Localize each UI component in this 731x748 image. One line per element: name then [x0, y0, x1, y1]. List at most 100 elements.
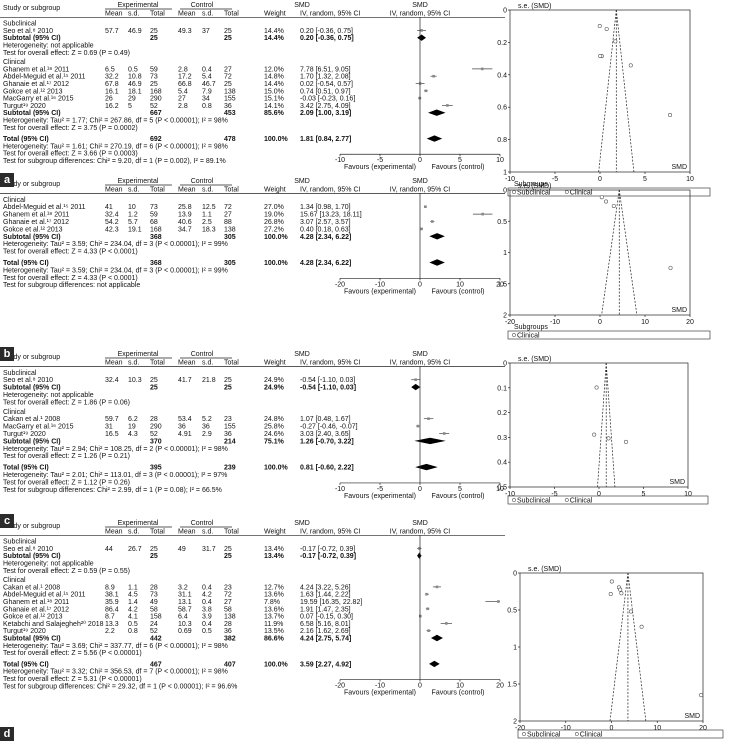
header-smd-right: SMD [412, 2, 428, 9]
subtotal-label: Subtotal (95% CI) [3, 553, 61, 560]
study-ctrl-total: 138 [224, 614, 236, 621]
study-ctrl-total: 88 [224, 219, 232, 226]
legend-item: Clinical [580, 732, 603, 739]
subtotal-ctrl-total: 305 [224, 234, 236, 241]
header-weight: Weight [264, 528, 286, 535]
funnel-x-tick-label: 10 [641, 319, 649, 326]
study-ctrl-mean: 25.8 [178, 204, 192, 211]
subgroup-note: Test for overall effect: Z = 1.26 (P = 0… [3, 453, 130, 460]
study-ci: 6.58 [5.16, 8.01] [300, 621, 351, 628]
study-label: Seo et al.⁸ 2010 [3, 546, 53, 553]
study-ctrl-total: 25 [224, 81, 232, 88]
study-ctrl-total: 36 [224, 431, 232, 438]
study-ctrl-mean: 34.7 [178, 226, 192, 233]
study-ctrl-mean: 13.9 [178, 212, 192, 219]
study-exp-mean: 54.2 [105, 219, 119, 226]
subgroup-title: Clinical [3, 59, 26, 66]
total-label: Total (95% CI) [3, 260, 49, 267]
total-exp-total: 467 [150, 661, 162, 668]
funnel-x-tick-label: 10 [686, 176, 694, 183]
funnel-legend-title: Subgroups [514, 324, 548, 331]
funnel-x-tick-label: 0 [598, 319, 602, 326]
header-smd-right: SMD [412, 520, 428, 527]
header-total: Total [224, 186, 239, 193]
study-label: MacGarry et al.¹⁶ 2015 [3, 96, 74, 103]
favours-right: Favours (control) [432, 164, 485, 171]
study-exp-sd: 4.5 [128, 592, 138, 599]
study-point-square [427, 629, 430, 632]
study-ctrl-total: 25 [224, 546, 232, 553]
forest-x-tick-label: -20 [335, 281, 345, 288]
funnel-x-tick-label: 0 [598, 176, 602, 183]
study-ctrl-mean: 2.8 [178, 103, 188, 110]
subtotal-ci: 4.28 [2.34, 6.22] [300, 234, 351, 241]
funnel-point [628, 609, 633, 614]
study-ci: 15.67 [13.23, 18.11] [300, 212, 362, 219]
forest-x-tick-label: 0 [418, 486, 422, 493]
study-exp-sd: 10.8 [128, 74, 142, 81]
header-smd2-method: IV, random, 95% CI [390, 359, 450, 366]
funnel-x-tick-label: -10 [550, 319, 560, 326]
subtotal-label: Subtotal (95% CI) [3, 636, 61, 643]
study-exp-total: 25 [150, 546, 158, 553]
subtotal-ctrl-total: 453 [224, 110, 236, 117]
funnel-point [618, 587, 623, 592]
study-exp-mean: 59.7 [105, 416, 119, 423]
forest-x-tick-label: 20 [496, 683, 504, 690]
total-note: Test for subgroup differences: Chi² = 29… [3, 683, 237, 690]
funnel-y-tick-label: 1 [503, 250, 507, 257]
funnel-y-tick-label: 1.5 [507, 682, 517, 689]
study-label: Abdel-Meguid et al.¹⁵ 2011 [3, 204, 86, 211]
study-exp-mean: 26 [105, 96, 113, 103]
study-ci: 1.34 [0.98, 1.70] [300, 204, 351, 211]
study-label: Ghanem et al.¹⁸ 2011 [3, 212, 69, 219]
study-weight: 27.2% [264, 226, 284, 233]
study-ci: -0.03 [-0.23, 0.16] [300, 96, 355, 103]
funnel-point [628, 63, 633, 68]
subtotal-ci: 1.26 [-0.70, 3.22] [300, 438, 354, 445]
subtotal-exp-total: 442 [150, 636, 162, 643]
total-label: Total (95% CI) [3, 465, 49, 472]
legend-marker [522, 732, 526, 736]
subgroup-note: Heterogeneity: Tau² = 2.94; Chi² = 108.2… [3, 446, 228, 453]
total-weight: 100.0% [264, 465, 289, 472]
study-ctrl-mean: 5.4 [178, 88, 188, 95]
funnel-y-tick-label: 0.6 [497, 105, 507, 112]
funnel-y-label: s.e. (SMD) [528, 566, 561, 573]
forest-x-tick-label: -20 [335, 683, 345, 690]
study-point-square [414, 378, 417, 381]
study-ci: 3.07 [2.57, 3.57] [300, 219, 351, 226]
study-ci: 1.70 [1.32, 2.08] [300, 74, 351, 81]
total-ci: 1.81 [0.84, 2.77] [300, 136, 351, 143]
subgroup-note: Heterogeneity: not applicable [3, 392, 94, 399]
forest-x-tick-label: 0 [418, 157, 422, 164]
total-exp-total: 368 [150, 260, 162, 267]
study-ctrl-sd: 21.8 [202, 377, 216, 384]
study-ctrl-total: 138 [224, 88, 236, 95]
header-weight: Weight [264, 186, 286, 193]
header-smd-method: IV, random, 95% CI [300, 359, 360, 366]
subgroup-note: Test for overall effect: Z = 5.56 (P < 0… [3, 650, 142, 657]
subgroup-note: Test for overall effect: Z = 3.75 (P = 0… [3, 125, 138, 132]
study-label: Gokce et al.¹² 2013 [3, 614, 63, 621]
study-weight: 11.9% [264, 621, 283, 628]
study-exp-sd: 1.4 [128, 599, 138, 606]
study-point-square [480, 67, 484, 71]
funnel-point [598, 54, 603, 59]
forest-x-tick-label: 10 [496, 157, 504, 164]
funnel-point [611, 203, 616, 208]
funnel-plot-a: s.e. (SMD) 0 0.2 0.4 0.6 0.8 1-10 -5 0 5 10 SMD Subg… [497, 3, 711, 197]
header-smd-method: IV, random, 95% CI [300, 10, 360, 17]
study-exp-total: 58 [150, 606, 158, 613]
study-ctrl-sd: 0.4 [202, 584, 212, 591]
funnel-y-tick-label: 0.2 [497, 40, 507, 47]
funnel-frame [509, 9, 691, 173]
study-label: Cakan et al.¹ 2008 [3, 584, 60, 591]
study-exp-mean: 57.7 [105, 28, 119, 35]
funnel-x-tick-label: -5 [551, 491, 557, 498]
funnel-y-tick-label: 0.4 [497, 460, 507, 467]
legend-item: Subclinical [517, 498, 551, 505]
subtotal-label: Subtotal (95% CI) [3, 110, 61, 117]
study-ctrl-sd: 4.2 [202, 592, 212, 599]
